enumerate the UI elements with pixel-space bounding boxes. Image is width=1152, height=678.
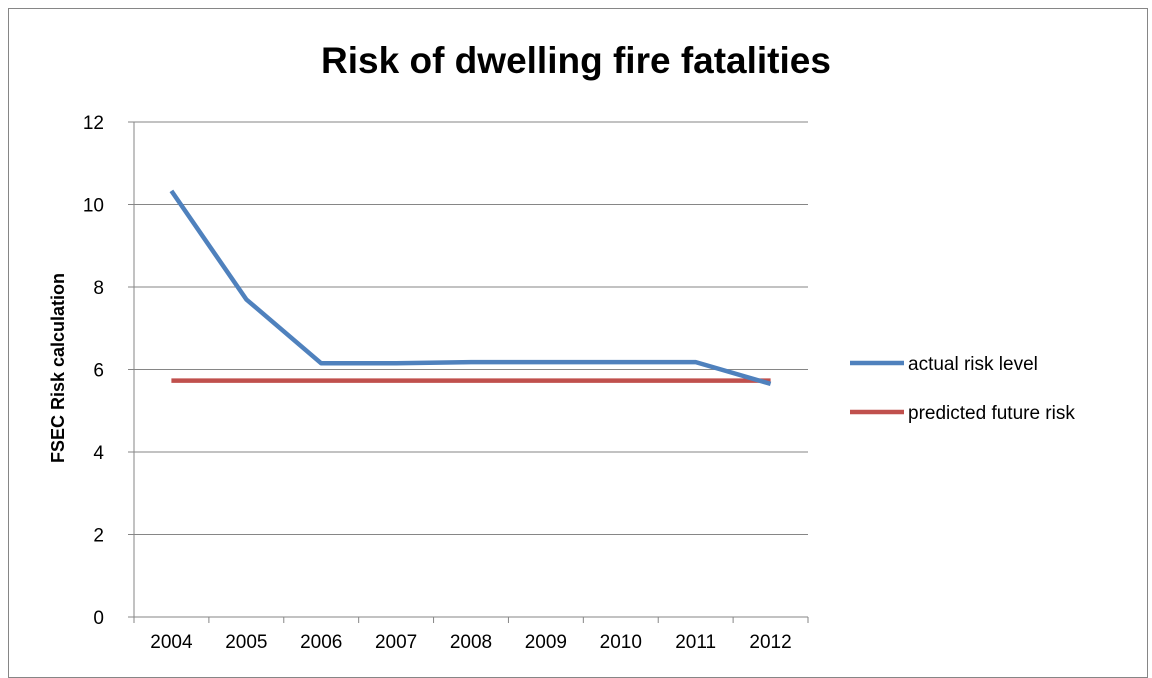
x-tick-label: 2005 [225,632,267,653]
x-tick-label: 2011 [675,632,716,653]
tick-labels: 0 2 4 6 8 10 12 2004 2005 2006 2007 2008 2009 2010 201… [83,113,792,653]
y-tick-label: 10 [83,196,104,217]
x-tick-label: 2007 [375,632,417,653]
series-line-1 [169,189,772,387]
legend-label-1: actual risk level [908,354,1038,375]
y-tick-label: 12 [83,113,104,134]
y-axis-label: FSEC Risk calculation [48,273,68,463]
y-tick-label: 4 [93,443,104,464]
chart-title: Risk of dwelling fire fatalities [321,40,831,81]
legend: actual risk level predicted future risk [850,354,1075,424]
x-tick-label: 2006 [300,632,342,653]
x-tick-label: 2012 [749,632,791,653]
legend-label-2: predicted future risk [908,403,1075,424]
series-lines [169,189,772,387]
x-tick-label: 2008 [450,632,492,653]
x-tick-label: 2004 [150,632,193,653]
y-tick-label: 8 [93,278,104,299]
y-tick-label: 0 [93,608,104,629]
x-tick-label: 2010 [600,632,642,653]
gridlines [134,121,808,535]
y-tick-label: 6 [93,361,104,382]
y-tick-label: 2 [93,526,104,547]
chart-frame [8,8,1148,678]
x-tick-label: 2009 [525,632,567,653]
axes [128,121,809,623]
